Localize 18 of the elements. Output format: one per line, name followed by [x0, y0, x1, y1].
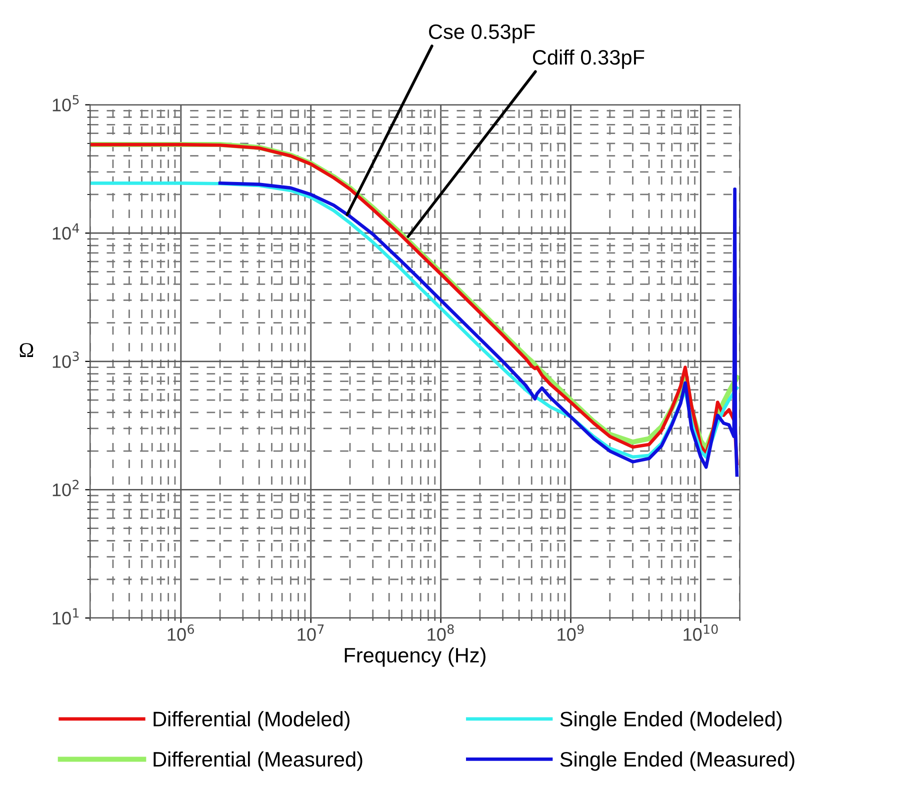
legend-label: Single Ended (Measured)	[560, 751, 794, 771]
y-tick-label: 10$^{2}$	[52, 480, 79, 496]
x-tick-label: 10$^{10}$	[684, 624, 718, 641]
y-tick-label: 10$^{5}$	[52, 95, 79, 112]
x-axis-title: Frequency (Hz)	[344, 647, 486, 667]
legend-label: Differential (Modeled)	[154, 711, 350, 731]
x-tick-label: 10$^{6}$	[168, 624, 194, 641]
legend-label: Differential (Measured)	[154, 751, 362, 771]
annotation: Cdiff 0.33pF	[532, 49, 644, 69]
y-tick-label: 10$^{3}$	[52, 352, 79, 368]
x-tick-label: 10$^{9}$	[558, 624, 584, 641]
x-tick-label: 10$^{7}$	[298, 624, 324, 641]
y-axis-title: Ω	[20, 343, 34, 357]
y-tick-label: 10$^{1}$	[52, 608, 79, 625]
annotation: Cse 0.53pF	[429, 24, 535, 44]
x-tick-label: 10$^{8}$	[428, 624, 454, 641]
legend-label: Single Ended (Modeled)	[560, 711, 782, 731]
y-tick-label: 10$^{4}$	[52, 223, 80, 240]
